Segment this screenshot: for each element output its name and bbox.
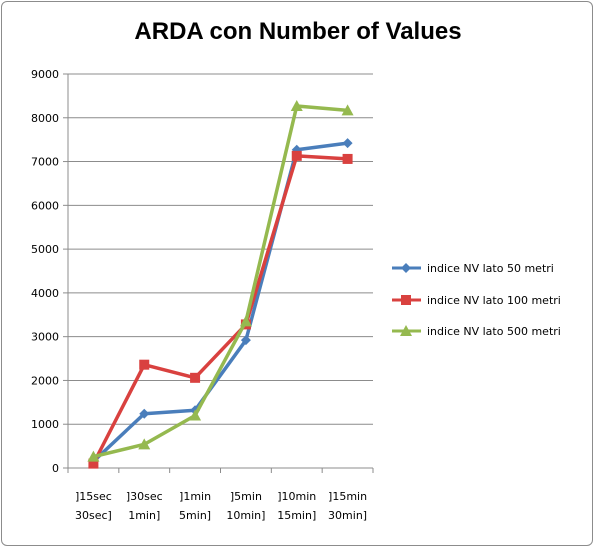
data-point bbox=[400, 325, 412, 336]
x-tick-label: ]30sec bbox=[126, 490, 163, 503]
data-point bbox=[401, 295, 411, 305]
x-tick-label: 30min] bbox=[328, 509, 367, 522]
data-point bbox=[290, 99, 303, 111]
series-3 bbox=[87, 99, 354, 462]
data-point bbox=[189, 409, 202, 421]
legend-item: indice NV lato 500 metri bbox=[392, 325, 561, 338]
legend: indice NV lato 50 metri indice NV lato 10… bbox=[392, 262, 561, 338]
x-tick-label: ]1min bbox=[179, 490, 211, 503]
legend-label: indice NV lato 500 metri bbox=[427, 325, 561, 338]
x-tick-label: 30sec] bbox=[75, 509, 112, 522]
data-point bbox=[88, 458, 99, 469]
gridlines bbox=[68, 73, 373, 425]
x-tick-label: 15min] bbox=[277, 509, 316, 522]
data-point bbox=[138, 438, 151, 450]
series-line bbox=[91, 154, 348, 465]
x-tick-label: ]5min bbox=[230, 490, 262, 503]
data-point bbox=[291, 150, 302, 161]
legend-item: indice NV lato 50 metri bbox=[392, 262, 554, 275]
legend-item: indice NV lato 100 metri bbox=[392, 294, 561, 307]
y-tick-label: 0 bbox=[52, 462, 59, 475]
y-tick-label: 7000 bbox=[31, 156, 59, 169]
data-point bbox=[239, 315, 252, 327]
legend-label: indice NV lato 50 metri bbox=[427, 262, 554, 275]
y-tick-label: 2000 bbox=[31, 374, 59, 387]
x-tick-label: ]15min bbox=[328, 490, 367, 503]
series-2 bbox=[88, 150, 353, 469]
data-point bbox=[240, 335, 251, 346]
x-tick-label: 1min] bbox=[128, 509, 160, 522]
legend-label: indice NV lato 100 metri bbox=[427, 294, 561, 307]
series-line bbox=[93, 104, 348, 459]
y-tick-label: 3000 bbox=[31, 331, 59, 344]
x-tick-label: ]15sec bbox=[75, 490, 112, 503]
series-group bbox=[87, 99, 354, 469]
x-axis-ticks: ]15sec 30sec] ]30sec 1min] ]1min 5min] ]5min 10… bbox=[67, 468, 374, 522]
data-point bbox=[401, 263, 411, 273]
series-line bbox=[92, 141, 348, 463]
data-point bbox=[87, 450, 100, 462]
axes bbox=[67, 74, 373, 469]
y-tick-label: 1000 bbox=[31, 418, 59, 431]
y-tick-label: 6000 bbox=[31, 199, 59, 212]
y-tick-label: 4000 bbox=[31, 287, 59, 300]
chart-title: ARDA con Number of Values bbox=[134, 18, 462, 45]
y-tick-label: 5000 bbox=[31, 243, 59, 256]
series-1 bbox=[88, 138, 353, 467]
data-point bbox=[139, 359, 150, 370]
y-tick-label: 9000 bbox=[31, 68, 59, 81]
y-axis-ticks: 0 1000 2000 3000 4000 5000 6000 7000 8000 9000 bbox=[31, 68, 68, 475]
data-point bbox=[190, 372, 201, 383]
x-tick-label: 5min] bbox=[179, 509, 211, 522]
x-tick-label: ]10min bbox=[277, 490, 316, 503]
data-point bbox=[139, 408, 150, 419]
data-point bbox=[341, 104, 354, 116]
x-tick-label: 10min] bbox=[226, 509, 265, 522]
data-point bbox=[342, 138, 353, 149]
data-point bbox=[342, 153, 353, 164]
y-tick-label: 8000 bbox=[31, 112, 59, 125]
